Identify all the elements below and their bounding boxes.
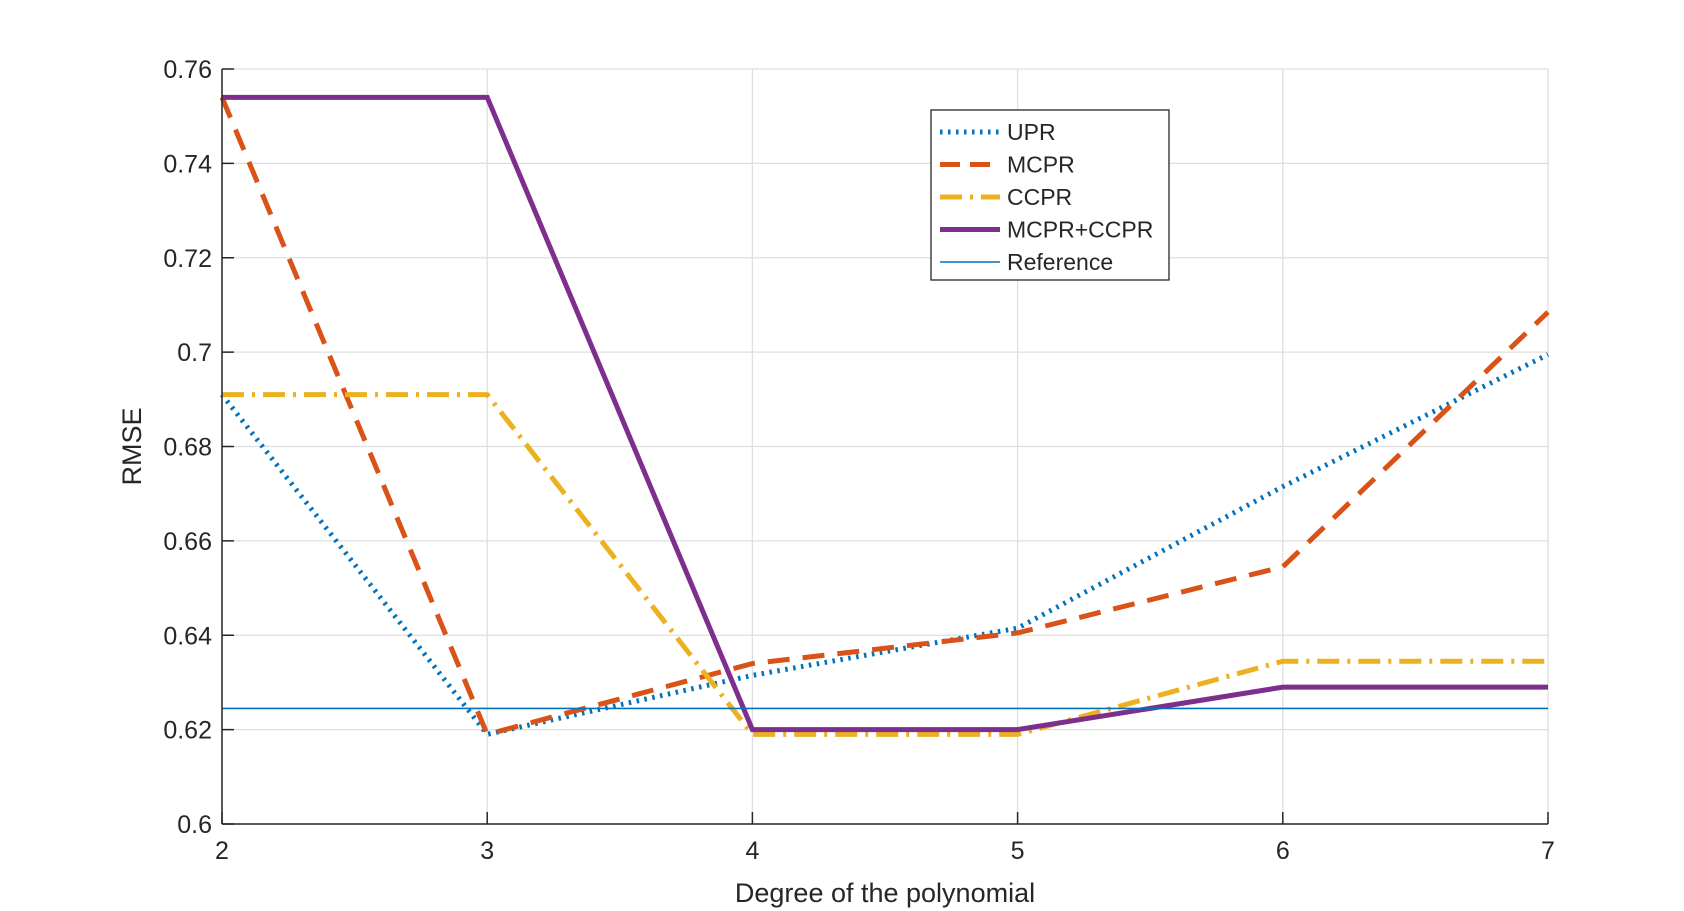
x-tick-label: 3 <box>480 837 494 865</box>
y-tick-label: 0.7 <box>177 339 212 367</box>
legend-label: MCPR <box>1007 152 1075 178</box>
y-tick-label: 0.66 <box>163 528 212 556</box>
x-tick-label: 2 <box>215 837 229 865</box>
series-group <box>219 94 1550 738</box>
axes-group <box>221 68 1549 825</box>
y-tick-label: 0.76 <box>163 56 212 84</box>
x-tick-label: 5 <box>1011 837 1025 865</box>
legend-label: CCPR <box>1007 184 1072 210</box>
series-line-upr <box>220 352 1550 738</box>
x-tick-label: 7 <box>1541 837 1555 865</box>
legend: UPR MCPR CCPR MCPR+CCPR Reference <box>930 109 1170 281</box>
series-line-mcpr <box>219 96 1550 738</box>
legend-label: UPR <box>1007 119 1056 145</box>
tick-labels: 2 3 4 5 6 7 0.6 0.62 0.64 0.66 0.68 0.7 0.72 0.74 0.76 <box>163 56 1555 865</box>
legend-label: Reference <box>1007 249 1113 275</box>
y-tick-label: 0.64 <box>163 622 212 650</box>
y-tick-label: 0.68 <box>163 434 212 462</box>
y-tick-label: 0.72 <box>163 245 212 273</box>
series-line-ccpr <box>222 392 1548 737</box>
y-tick-label: 0.6 <box>177 811 212 839</box>
x-tick-label: 4 <box>745 837 759 865</box>
y-axis-label: RMSE <box>117 407 147 485</box>
x-axis-label: Degree of the polynomial <box>735 878 1035 908</box>
y-tick-label: 0.74 <box>163 150 212 178</box>
series-line-mcpr-ccpr <box>222 94 1548 733</box>
legend-label: MCPR+CCPR <box>1007 217 1153 243</box>
x-tick-label: 6 <box>1276 837 1290 865</box>
y-tick-label: 0.62 <box>163 717 212 745</box>
